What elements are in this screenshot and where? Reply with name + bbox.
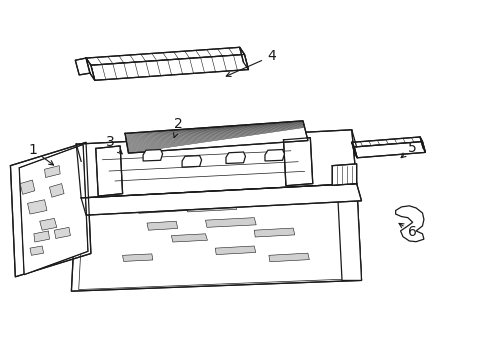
Polygon shape [91, 54, 248, 80]
Polygon shape [185, 201, 236, 212]
Text: 3: 3 [106, 135, 122, 154]
Polygon shape [283, 138, 312, 186]
Polygon shape [10, 142, 91, 277]
Polygon shape [19, 144, 88, 275]
Polygon shape [27, 200, 47, 214]
Polygon shape [44, 166, 60, 177]
Polygon shape [30, 246, 43, 255]
Polygon shape [81, 184, 361, 215]
Polygon shape [171, 234, 207, 242]
Text: 2: 2 [173, 117, 183, 138]
Polygon shape [40, 219, 57, 230]
Polygon shape [351, 142, 356, 158]
Polygon shape [254, 228, 294, 237]
Polygon shape [351, 137, 422, 147]
Polygon shape [125, 121, 307, 153]
Polygon shape [215, 246, 255, 255]
Polygon shape [20, 180, 35, 194]
Polygon shape [205, 218, 256, 227]
Polygon shape [76, 130, 356, 198]
Polygon shape [86, 58, 95, 80]
Polygon shape [71, 184, 361, 291]
Polygon shape [49, 184, 64, 197]
Polygon shape [239, 47, 248, 69]
Text: 4: 4 [226, 49, 275, 76]
Polygon shape [419, 137, 425, 152]
Polygon shape [75, 58, 90, 75]
Polygon shape [143, 149, 162, 161]
Polygon shape [264, 149, 284, 161]
Polygon shape [182, 156, 201, 167]
Polygon shape [137, 202, 187, 213]
Polygon shape [86, 47, 244, 65]
Polygon shape [268, 253, 309, 262]
Polygon shape [353, 141, 425, 158]
Polygon shape [96, 146, 122, 196]
Text: 6: 6 [398, 224, 416, 239]
Polygon shape [225, 152, 245, 163]
Polygon shape [395, 206, 423, 242]
Polygon shape [331, 164, 356, 185]
Polygon shape [336, 184, 361, 280]
Polygon shape [147, 221, 177, 230]
Polygon shape [122, 254, 153, 261]
Polygon shape [34, 231, 49, 242]
Text: 1: 1 [28, 143, 53, 165]
Text: 5: 5 [400, 141, 416, 158]
Polygon shape [54, 227, 70, 238]
